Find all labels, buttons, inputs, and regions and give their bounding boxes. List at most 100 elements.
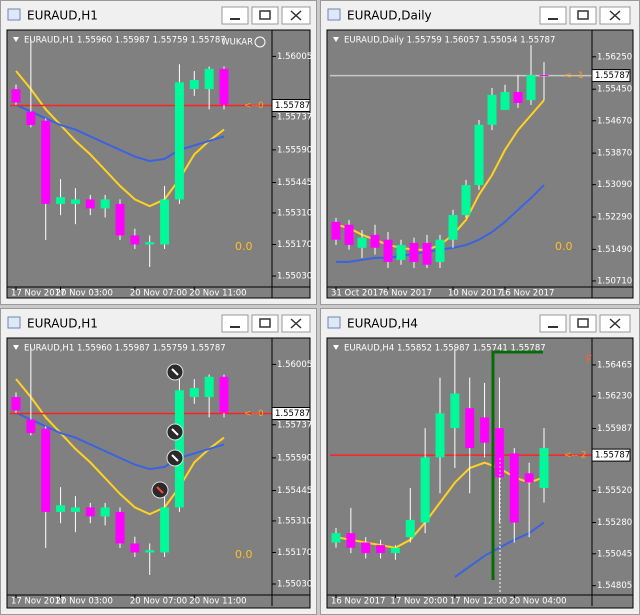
x-tick-label: 17 Nov 12:00	[450, 597, 507, 607]
trade-marker	[151, 481, 169, 499]
y-tick-label: 1.56250	[597, 52, 632, 62]
close-button[interactable]	[599, 6, 631, 25]
candle-body	[204, 68, 214, 90]
candle-body	[100, 199, 110, 209]
candle-body	[461, 185, 471, 216]
candle-body	[526, 75, 536, 101]
candle-body	[56, 197, 66, 204]
chart-area	[6, 29, 311, 299]
candle-body	[494, 428, 504, 478]
candle-body	[376, 545, 386, 554]
y-tick-label: 1.55520	[597, 486, 632, 496]
maximize-button[interactable]	[569, 6, 597, 25]
close-button[interactable]	[281, 314, 311, 333]
maximize-button[interactable]	[251, 314, 279, 333]
x-tick-label: 17 Nov 2017	[11, 289, 65, 299]
candle-body	[70, 199, 80, 204]
x-tick-label: 20 Nov 03:00	[56, 289, 113, 299]
chart-area	[6, 337, 311, 609]
x-tick-label: 17 Nov 2017	[11, 597, 65, 607]
candle-body	[450, 393, 460, 429]
y-tick-label: 1.54670	[597, 116, 632, 126]
candle-body	[160, 199, 170, 245]
candle-body	[11, 89, 21, 103]
x-tick-label: 16 Nov 2017	[331, 597, 385, 607]
y-tick-label: 1.51490	[597, 245, 632, 255]
candle-body	[56, 505, 66, 512]
minimize-button[interactable]	[221, 314, 249, 333]
price-label: 1.55787	[275, 101, 310, 111]
candle-body	[465, 408, 475, 449]
side-text: <--0	[244, 101, 264, 111]
trade-marker	[166, 363, 184, 381]
close-button[interactable]	[599, 314, 631, 333]
y-tick-label: 1.55030	[277, 271, 312, 281]
candle-body	[474, 124, 484, 186]
minimize-button[interactable]	[539, 314, 567, 333]
candle-body	[11, 397, 21, 411]
candle-body	[189, 388, 199, 398]
candle-body	[405, 519, 415, 538]
price-label: 1.55787	[595, 451, 630, 461]
candle-body	[26, 111, 36, 126]
trade-marker	[166, 423, 184, 441]
indicator-value: 0.0	[235, 548, 253, 561]
candle-body	[130, 235, 140, 245]
y-tick-label: 1.56005	[277, 360, 312, 370]
candle-body	[539, 448, 549, 488]
x-tick-label: 20 Nov 07:00	[130, 289, 187, 299]
candle-body	[115, 511, 125, 544]
candle-body	[26, 419, 36, 434]
price-label-box	[271, 98, 311, 112]
candle-body	[513, 92, 523, 103]
window-title: EURAUD,H4	[347, 317, 418, 331]
candle-body	[390, 547, 400, 554]
chart-window: EURAUD,H1 EURAUD,H1 1.55960 1.55987 1.55…	[0, 308, 317, 615]
y-tick-label: 1.55590	[277, 453, 312, 463]
candle-body	[420, 457, 430, 523]
candle-body	[130, 543, 140, 553]
minimize-button[interactable]	[539, 6, 567, 25]
candle-body	[435, 239, 445, 262]
y-tick-label: 1.55445	[277, 178, 312, 188]
window-icon	[7, 316, 21, 329]
price-label: 1.55787	[275, 409, 310, 419]
y-tick-label: 1.55445	[277, 486, 312, 496]
price-label-box	[591, 69, 631, 83]
maximize-button[interactable]	[569, 314, 597, 333]
header-arrow	[13, 37, 19, 42]
candle-body	[70, 507, 80, 512]
candle-body	[344, 224, 354, 245]
minimize-button[interactable]	[221, 6, 249, 25]
price-label: 1.55787	[595, 71, 630, 81]
indicator-value: 0.0	[235, 240, 253, 253]
candle-body	[509, 453, 519, 523]
candle-body	[219, 68, 229, 105]
candle-body	[85, 199, 95, 209]
y-tick-label: 1.55170	[277, 240, 312, 250]
candle-body	[100, 507, 110, 517]
moving-average	[15, 103, 225, 163]
indicator-step-line	[491, 350, 543, 580]
window-title: EURAUD,Daily	[347, 9, 432, 23]
candle-body	[435, 413, 445, 458]
y-tick-label: 1.55030	[277, 579, 312, 589]
y-tick-label: 1.53870	[597, 149, 632, 159]
x-tick-label: 16 Nov 2017	[500, 289, 554, 299]
y-tick-label: 1.55310	[277, 208, 312, 218]
candle-body	[409, 242, 419, 262]
close-button[interactable]	[281, 6, 311, 25]
corner-text: F	[586, 353, 592, 366]
side-text: <--0	[244, 409, 264, 419]
chart-area	[326, 337, 634, 609]
candle-body	[331, 221, 341, 240]
window-icon	[327, 316, 341, 329]
y-tick-label: 1.56465	[597, 360, 632, 370]
x-tick-label: 17 Nov 20:00	[390, 597, 447, 607]
window-icon	[7, 8, 21, 21]
plot-layer: EURAUD,H1 1.55960 1.55987 1.55759 1.5578…	[7, 30, 312, 299]
moving-average	[15, 411, 225, 471]
maximize-button[interactable]	[251, 6, 279, 25]
y-tick-label: 1.56230	[597, 392, 632, 402]
header-arrow	[333, 345, 339, 350]
